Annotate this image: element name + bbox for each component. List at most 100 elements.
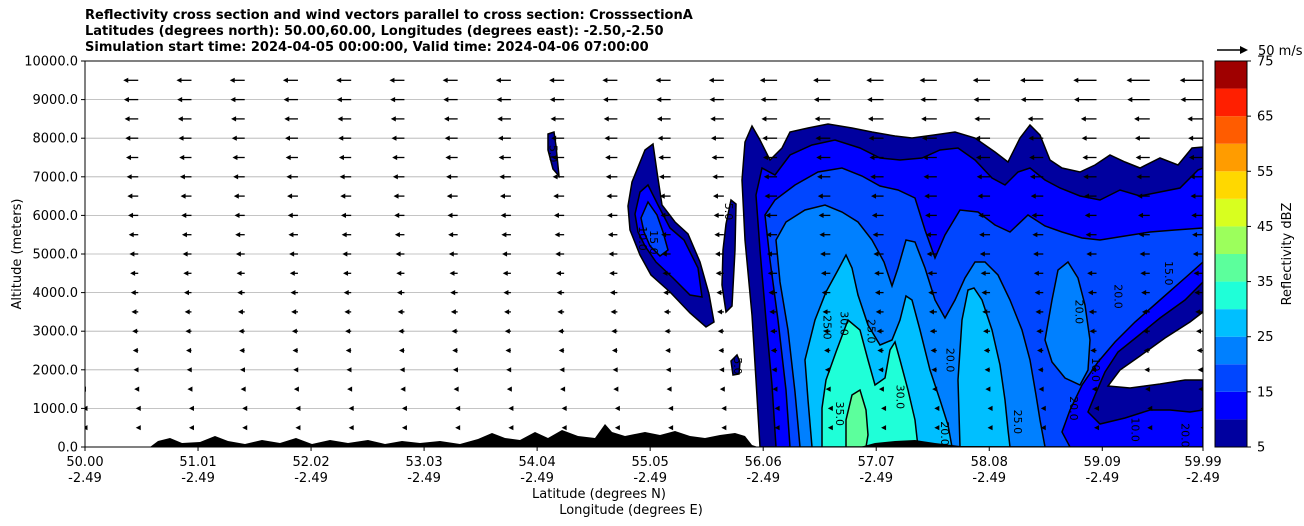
colorbar-tick-label: 55	[1257, 165, 1274, 180]
wind-vector-head	[80, 348, 85, 353]
wind-vector-head	[827, 425, 833, 431]
wind-vector-head	[1190, 193, 1196, 199]
contour-label: 25.0	[1011, 410, 1024, 435]
wind-vector-head	[1147, 405, 1153, 411]
wind-vector-head	[1033, 270, 1039, 276]
wind-vector-head	[1074, 97, 1080, 103]
wind-vector-head	[1033, 251, 1039, 257]
wind-vector-head	[287, 212, 293, 218]
wind-vector-head	[179, 154, 185, 161]
colorbar-tick-label: 25	[1257, 330, 1274, 345]
wind-vector-head	[714, 232, 720, 238]
x-tick-label-lon: -2.49	[68, 471, 102, 486]
x-tick-label-lon: -2.49	[520, 471, 554, 486]
wind-vector-head	[392, 174, 398, 180]
wind-vector-head	[663, 309, 669, 315]
wind-key-arrowhead	[1240, 46, 1248, 54]
wind-vector-head	[1200, 407, 1203, 410]
wind-vector-head	[184, 290, 190, 296]
wind-vector-head	[1200, 426, 1203, 429]
wind-vector-head	[549, 97, 555, 103]
wind-vector-head	[825, 386, 831, 392]
wind-vector-head	[1138, 212, 1144, 218]
colorbar-tick-label: 65	[1257, 110, 1274, 125]
wind-vector-head	[921, 116, 927, 122]
colorbar-tick-label: 35	[1257, 275, 1274, 290]
wind-vector-head	[923, 174, 929, 180]
wind-vector-head	[1192, 251, 1198, 257]
wind-vector-head	[124, 116, 130, 122]
contour-labels: 5.010.015.05.05.025.0 30.0 25.035.030.020.…	[546, 145, 1191, 447]
wind-vector-head	[875, 309, 881, 315]
wind-vector-head	[717, 309, 723, 315]
wind-vector-head	[1134, 135, 1140, 141]
wind-vector-head	[613, 386, 619, 392]
colorbar-tick-label: 15	[1257, 385, 1274, 400]
wind-vector-head	[401, 425, 407, 431]
wind-vector-head	[1194, 290, 1200, 296]
wind-vector-head	[979, 251, 985, 257]
wind-vector-head	[1179, 77, 1185, 83]
wind-vector-head	[611, 347, 617, 354]
wind-vector-head	[85, 405, 88, 411]
wind-vector-head	[293, 367, 299, 373]
wind-vector-head	[1020, 77, 1026, 83]
wind-vector-head	[657, 135, 663, 141]
wind-vector-head	[1082, 154, 1088, 161]
wind-vector-head	[1084, 212, 1090, 218]
x-tick-label-lon: -2.49	[633, 471, 667, 486]
contour-label: 35.0	[833, 402, 846, 427]
wind-vector-head	[391, 135, 397, 141]
wind-vector-head	[1094, 425, 1100, 431]
wind-vector-head	[920, 97, 926, 103]
wind-vector-head	[769, 309, 775, 315]
wind-vector-head	[389, 77, 395, 83]
wind-vector-head	[604, 135, 610, 141]
wind-vector-head	[1091, 386, 1097, 392]
wind-vector-head	[1037, 347, 1043, 354]
wind-vector-head	[1085, 232, 1091, 238]
wind-vector-head	[336, 97, 342, 103]
wind-vector-head	[338, 135, 344, 141]
wind-vector-head	[719, 386, 725, 392]
wind-vector-head	[231, 135, 237, 141]
wind-vector-head	[181, 212, 187, 218]
wind-vector-head	[876, 328, 882, 334]
wind-vector-head	[446, 193, 452, 199]
wind-vector-head	[396, 290, 402, 296]
wind-vector-head	[286, 174, 292, 180]
wind-vector-head	[766, 232, 772, 238]
wind-vector-head	[1037, 367, 1043, 373]
wind-vector-head	[1134, 116, 1140, 122]
wind-vector-head	[1191, 212, 1197, 218]
wind-vector-head	[229, 77, 235, 83]
wind-vector-head	[972, 77, 978, 83]
wind-vector-head	[1030, 193, 1036, 199]
wind-vector-head	[1035, 309, 1041, 315]
wind-vector-head	[502, 270, 508, 276]
wind-vector-head	[233, 193, 239, 199]
wind-vector-head	[1032, 232, 1038, 238]
wind-vector-head	[561, 425, 567, 431]
wind-vector-head	[659, 193, 665, 199]
wind-vector-head	[399, 347, 405, 354]
reflectivity-field	[547, 123, 1203, 447]
wind-vector-head	[242, 405, 248, 411]
colorbar-swatch	[1215, 281, 1247, 310]
wind-vector-head	[973, 97, 979, 103]
wind-vector-head	[987, 425, 993, 431]
colorbar-swatch	[1215, 143, 1247, 172]
wind-vector-head	[1189, 174, 1195, 180]
wind-vector-head	[922, 154, 928, 161]
wind-vector-head	[1193, 270, 1199, 276]
wind-vector-head	[813, 77, 819, 83]
contour-label: 5.0	[731, 357, 744, 375]
y-tick-label: 1000.0	[33, 402, 79, 417]
wind-vector-head	[553, 193, 559, 199]
wind-vector-head	[135, 425, 141, 431]
wind-vector-head	[771, 367, 777, 373]
wind-vector-head	[398, 328, 404, 334]
wind-vector-head	[602, 77, 608, 83]
wind-vector-head	[663, 290, 669, 296]
wind-vector-head	[1087, 290, 1093, 296]
